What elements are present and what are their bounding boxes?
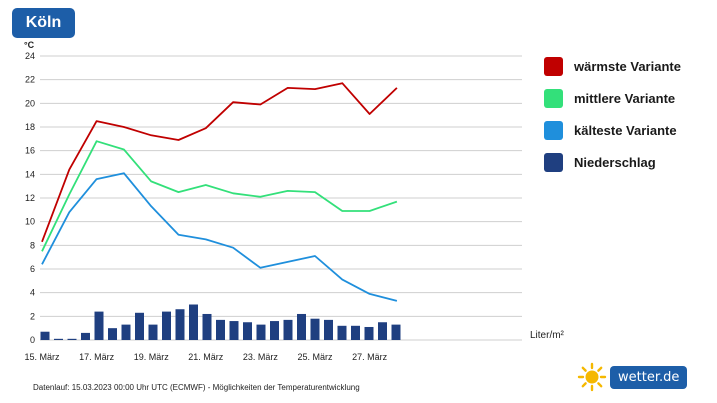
y-tick-label: 20 <box>25 98 35 108</box>
logo-text: wetter.de <box>610 365 688 389</box>
legend-label-precipitation: Niederschlag <box>574 154 656 170</box>
footer-note: Datenlauf: 15.03.2023 00:00 Uhr UTC (ECM… <box>33 383 360 392</box>
precip-bar <box>256 324 266 340</box>
precip-bar <box>135 312 144 340</box>
precip-bar <box>283 319 293 340</box>
legend-label-coldest: kälteste Variante <box>574 122 677 138</box>
y-tick-label: 14 <box>25 169 35 179</box>
x-tick-label: 21. März <box>188 352 224 362</box>
precip-bar <box>175 309 185 340</box>
y-tick-label: 4 <box>30 288 35 298</box>
precip-bar <box>162 311 171 340</box>
y-tick-label: 22 <box>25 75 35 85</box>
series-line-1 <box>41 140 398 252</box>
precip-bar <box>229 321 239 340</box>
precip-bar <box>202 313 212 340</box>
precip-bar <box>297 313 306 340</box>
x-tick-label: 27. März <box>352 352 388 362</box>
precip-bar <box>108 328 117 340</box>
legend-swatch-coldest <box>544 120 563 140</box>
x-tick-label: 15. März <box>24 352 60 362</box>
precip-bar <box>121 324 131 340</box>
y-tick-label: 18 <box>25 122 35 132</box>
precip-bar <box>189 304 198 340</box>
precip-bar <box>337 325 347 340</box>
precip-bar <box>40 331 50 340</box>
legend-swatch-warmest <box>544 56 563 76</box>
precip-bar <box>364 326 374 340</box>
precip-bar <box>351 325 360 340</box>
precip-bar <box>148 324 158 340</box>
y-tick-label: 12 <box>25 193 35 203</box>
y-tick-label: 10 <box>25 217 35 227</box>
y-tick-label: 24 <box>25 51 35 61</box>
legend-item-coldest: kälteste Variante <box>544 114 681 146</box>
precip-bar <box>324 319 333 340</box>
legend-item-precipitation: Niederschlag <box>544 146 681 178</box>
y-tick-label: 16 <box>25 146 35 156</box>
legend-item-middle: mittlere Variante <box>544 82 681 114</box>
precip-bar <box>270 321 279 340</box>
precip-bar <box>216 319 225 340</box>
y-tick-label: 6 <box>30 264 35 274</box>
series-line-0 <box>41 82 398 243</box>
precip-bar <box>378 322 387 340</box>
precip-bar <box>310 318 320 340</box>
precip-bar <box>94 311 104 340</box>
precip-bar <box>243 322 252 340</box>
brand-logo[interactable]: wetter.de <box>577 362 688 392</box>
x-tick-label: 25. März <box>297 352 333 362</box>
sun-icon <box>577 362 607 392</box>
x-tick-label: 23. März <box>243 352 279 362</box>
series-line-2 <box>41 172 398 302</box>
legend-label-middle: mittlere Variante <box>574 90 676 106</box>
precip-bar <box>81 332 90 340</box>
legend-swatch-precipitation <box>544 152 563 172</box>
precip-unit-label: Liter/m² <box>530 330 565 341</box>
y-axis-unit: °C <box>24 40 35 50</box>
x-tick-label: 17. März <box>79 352 115 362</box>
precip-bar <box>67 338 77 340</box>
precip-bar <box>391 324 401 340</box>
legend: wärmste Variante mittlere Variante kälte… <box>544 50 681 178</box>
legend-label-warmest: wärmste Variante <box>574 58 681 74</box>
city-badge: Köln <box>12 8 75 38</box>
y-tick-label: 0 <box>30 335 35 345</box>
precip-bar <box>54 338 63 340</box>
y-tick-label: 2 <box>30 311 35 321</box>
legend-item-warmest: wärmste Variante <box>544 50 681 82</box>
legend-swatch-middle <box>544 88 563 108</box>
y-tick-label: 8 <box>30 240 35 250</box>
x-tick-label: 19. März <box>134 352 170 362</box>
